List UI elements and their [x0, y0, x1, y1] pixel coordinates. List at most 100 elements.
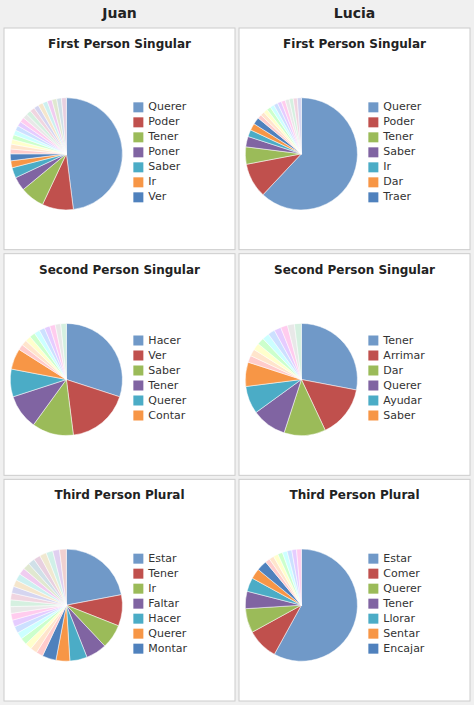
legend-swatch: [133, 117, 143, 127]
figure: Juan First Person Singular Querer Poder Tene…: [0, 0, 474, 705]
legend-item: Sentar: [368, 627, 420, 640]
legend-label: Arrimar: [383, 349, 425, 362]
legend-item: Ver: [133, 190, 166, 203]
panel-background: [239, 479, 470, 701]
pie: [10, 98, 122, 210]
legend-label: Contar: [148, 409, 185, 422]
chart-title: First Person Singular: [48, 37, 191, 51]
pie-slice: [66, 380, 119, 436]
pie-slice: [10, 154, 66, 161]
legend-swatch: [133, 147, 143, 157]
legend-item: Hacer: [133, 334, 181, 347]
pie-slice: [61, 98, 66, 154]
chart-title: Third Person Plural: [54, 488, 184, 502]
legend-label: Ir: [383, 160, 391, 173]
legend-swatch: [368, 366, 378, 376]
pie-slice: [66, 98, 122, 210]
legend-label: Dar: [383, 364, 403, 377]
legend-swatch: [133, 381, 143, 391]
legend-item: Querer: [368, 582, 421, 595]
pie-slice: [297, 549, 302, 605]
pie-slice: [57, 98, 67, 154]
panel: First Person Singular Querer Poder Tener Sab…: [239, 28, 470, 250]
legend-item: Saber: [368, 409, 415, 422]
panel-background: [4, 254, 235, 476]
pie-slice: [301, 323, 357, 390]
pie-slice: [294, 323, 301, 379]
pie-slice: [52, 99, 67, 154]
legend-item: Tener: [133, 379, 178, 392]
chart-title: Third Person Plural: [289, 488, 419, 502]
legend-label: Faltar: [148, 597, 179, 610]
legend-label: Tener: [382, 334, 413, 347]
legend-label: Estar: [383, 552, 412, 565]
pie-slice: [293, 98, 301, 154]
legend-swatch: [368, 336, 378, 346]
legend-item: Saber: [368, 145, 415, 158]
legend-swatch: [133, 336, 143, 346]
legend-label: Hacer: [148, 334, 181, 347]
legend-swatch: [133, 366, 143, 376]
legend-label: Saber: [383, 409, 415, 422]
legend-label: Querer: [148, 627, 186, 640]
legend-label: Ir: [148, 175, 156, 188]
panel: First Person SingularQuererPoderTenerPon…: [4, 28, 235, 250]
legend-swatch: [368, 177, 378, 187]
legend-swatch: [133, 569, 143, 579]
legend-item: Estar: [133, 552, 177, 565]
pie: [245, 98, 357, 210]
pie-slice: [245, 605, 301, 632]
legend-swatch: [133, 644, 143, 654]
legend-item: Comer: [368, 567, 420, 580]
legend-swatch: [368, 599, 378, 609]
legend-swatch: [368, 381, 378, 391]
legend-item: Querer: [133, 100, 186, 113]
legend-label: Traer: [382, 190, 411, 203]
legend-swatch: [368, 147, 378, 157]
legend-item: Encajar: [368, 642, 425, 655]
pie: [10, 323, 122, 435]
legend-swatch: [368, 569, 378, 579]
legend-item: Ver: [133, 349, 166, 362]
legend-label: Tener: [382, 130, 413, 143]
legend-label: Dar: [383, 175, 403, 188]
column-header: Juan: [101, 5, 137, 21]
legend-swatch: [133, 629, 143, 639]
legend-item: Ir: [133, 175, 156, 188]
legend-label: Querer: [383, 100, 421, 113]
legend-label: Ver: [148, 349, 166, 362]
legend-swatch: [368, 644, 378, 654]
pie-slice: [289, 98, 301, 153]
legend-swatch: [368, 629, 378, 639]
legend-swatch: [133, 192, 143, 202]
column-header: Lucia: [334, 5, 375, 21]
legend-item: Estar: [368, 552, 412, 565]
legend: Tener Arrimar Dar Querer Ayudar Saber: [368, 334, 425, 422]
pie-slice: [61, 323, 67, 379]
legend-item: Poder: [133, 115, 180, 128]
legend-label: Poder: [383, 115, 415, 128]
legend-item: Querer: [368, 379, 421, 392]
legend-label: Llorar: [383, 612, 415, 625]
legend-item: Dar: [368, 175, 403, 188]
legend-swatch: [133, 162, 143, 172]
pie-slice: [11, 154, 67, 168]
legend: QuererPoderTenerPonerSaberIrVer: [133, 100, 186, 203]
legend-swatch: [133, 614, 143, 624]
legend-item: Montar: [133, 642, 187, 655]
legend-item: Dar: [368, 364, 403, 377]
pie-slice: [60, 549, 67, 605]
legend-item: Saber: [133, 364, 180, 377]
legend-label: Saber: [148, 160, 180, 173]
legend-swatch: [368, 584, 378, 594]
chart-title: First Person Singular: [283, 37, 426, 51]
pie-slice: [292, 549, 302, 605]
pie: [245, 549, 357, 661]
legend-item: Hacer: [133, 612, 181, 625]
legend-label: Ayudar: [383, 394, 422, 407]
legend-swatch: [368, 162, 378, 172]
legend-item: Tener: [368, 597, 413, 610]
legend-swatch: [368, 351, 378, 361]
legend-label: Poder: [148, 115, 180, 128]
chart-title: Second Person Singular: [274, 263, 435, 277]
